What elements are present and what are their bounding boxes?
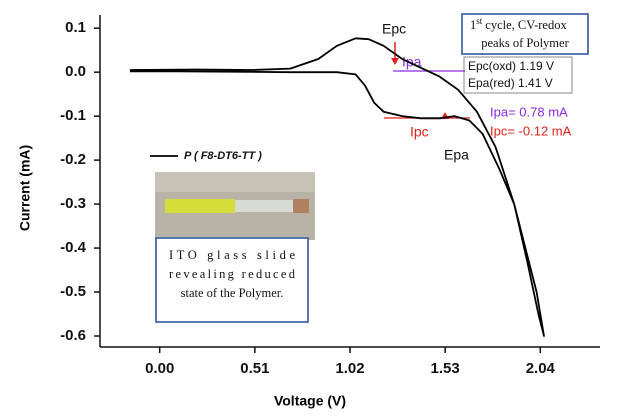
ito-note: revealing reduced	[169, 267, 296, 281]
cycle-note: peaks of Polymer	[481, 36, 569, 50]
epa-value: Epa(red) 1.41 V	[468, 76, 553, 90]
x-tick-label: 2.04	[526, 360, 556, 377]
y-axis-title: Current (mA)	[17, 145, 33, 231]
y-tick-label: 0.0	[65, 63, 86, 80]
x-tick-label: 0.00	[145, 360, 174, 377]
page: {"chart_data": { "type": "line", "xlabel…	[0, 0, 619, 415]
epc-arrow-head	[391, 58, 399, 65]
cycle-suffix: st	[476, 16, 483, 26]
epc-value: Epc(oxd) 1.19 V	[468, 59, 554, 73]
y-tick-label: -0.5	[60, 283, 86, 300]
x-tick-label: 0.51	[240, 360, 269, 377]
x-axis-title: Voltage (V)	[274, 393, 346, 409]
y-tick-label: 0.1	[65, 19, 86, 36]
epa-label: Epa	[444, 147, 469, 163]
legend-label: P ( F8-DT6-TT )	[184, 150, 262, 162]
y-tick-label: -0.1	[60, 107, 86, 124]
ipc-value: Ipc= -0.12 mA	[490, 123, 572, 138]
chart: ITO glass slide revealing reduced state …	[0, 0, 619, 415]
ito-photo	[155, 172, 315, 240]
ipa-value: Ipa= 0.78 mA	[490, 104, 568, 119]
cycle-text: cycle, CV-redox	[485, 18, 567, 32]
x-tick-label: 1.53	[431, 360, 460, 377]
x-tick-label: 1.02	[335, 360, 364, 377]
y-tick-label: -0.6	[60, 327, 86, 344]
epc-label: Epc	[382, 21, 406, 37]
y-tick-label: -0.2	[60, 151, 86, 168]
y-tick-label: -0.4	[60, 239, 87, 256]
y-tick-label: -0.3	[60, 195, 86, 212]
ito-note: state of the Polymer.	[181, 286, 284, 300]
ipc-label: Ipc	[410, 124, 429, 140]
